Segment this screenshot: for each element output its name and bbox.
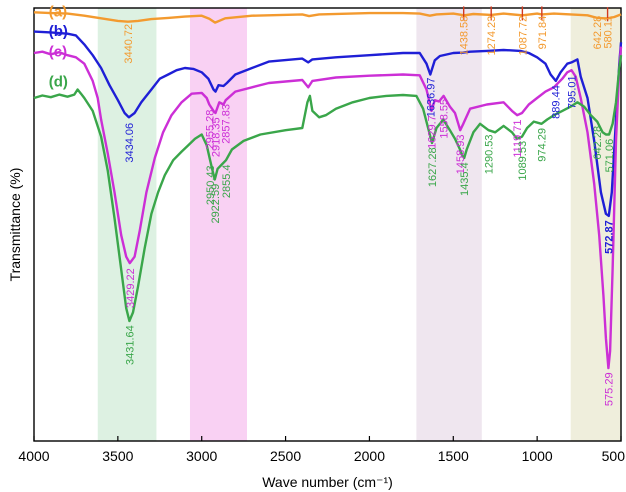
- peak-label: 3434.06: [124, 123, 136, 163]
- series-label: (b): [49, 23, 68, 40]
- peak-label: 1087.72: [517, 16, 529, 56]
- peak-label: 971.84: [537, 16, 549, 50]
- peak-annotations: 3440.72 1438.58 1274.23 1087.72 971.84 642.28…: [123, 16, 616, 406]
- series-label: (c): [49, 44, 67, 61]
- series-line-b: [33, 30, 623, 218]
- x-tick-label: 2500: [270, 448, 301, 464]
- peak-label: 2950.43: [205, 165, 217, 205]
- plot-frame: [33, 7, 622, 442]
- peak-label: 580.11: [603, 16, 615, 49]
- peak-label: 3440.72: [123, 24, 135, 64]
- peak-label: 889.44: [551, 85, 563, 119]
- y-axis-label: Transmittance (%): [7, 168, 23, 282]
- x-tick-label: 1500: [438, 448, 469, 464]
- highlight-bands: [97, 8, 621, 441]
- peak-label: 1558.55: [439, 99, 451, 139]
- peak-label: 795.01: [567, 75, 579, 109]
- band-2: [416, 8, 482, 441]
- band-1: [189, 8, 247, 441]
- x-tick-label: 500: [602, 448, 626, 464]
- series-label: (a): [49, 3, 67, 20]
- x-tick-label: 3500: [102, 448, 133, 464]
- peak-label: 1458.93: [455, 134, 467, 174]
- x-tick-label: 4000: [18, 448, 49, 464]
- series-lines: [33, 11, 623, 370]
- peak-label: 572.87: [604, 220, 616, 254]
- peak-label: 1089.53: [517, 141, 529, 181]
- peak-label: 1435.4: [459, 162, 471, 196]
- peak-label: 1627.28: [427, 147, 439, 187]
- peak-label: 974.29: [537, 128, 549, 162]
- series-line-c: [33, 46, 623, 370]
- peak-label: 571.06: [604, 139, 616, 173]
- peak-label: 1119.71: [512, 119, 524, 157]
- peak-label: 575.29: [603, 372, 615, 406]
- peak-label: 1636.97: [425, 77, 437, 117]
- peak-label: 2855.4: [221, 164, 233, 198]
- x-tick-label: 3000: [186, 448, 217, 464]
- series-labels: (a) (b) (c) (d): [49, 3, 68, 90]
- peak-label: 2918.35: [210, 117, 222, 157]
- peak-label: 2857.83: [221, 104, 233, 144]
- peak-label: 3431.64: [124, 325, 136, 365]
- peak-label: 1274.23: [486, 16, 498, 56]
- peak-label: 3429.22: [125, 268, 137, 308]
- peak-label: 1290.53: [484, 134, 496, 174]
- peak-label: 1629.7: [426, 115, 438, 149]
- peak-label: 1438.58: [459, 16, 471, 56]
- peak-label: 2955.28: [204, 110, 216, 150]
- series-label: (d): [49, 74, 68, 91]
- peak-label: 2922.59: [210, 184, 222, 224]
- x-axis-ticks: 4000 3500 3000 2500 2000 1500 1000 500: [18, 436, 625, 464]
- band-0: [97, 8, 157, 441]
- series-line-a: [33, 11, 622, 24]
- series-line-d: [33, 55, 623, 323]
- peak-markers: [462, 6, 609, 22]
- peak-label: 642.28: [592, 16, 604, 50]
- x-tick-label: 2000: [354, 448, 385, 464]
- x-tick-label: 1000: [522, 448, 553, 464]
- x-axis-label: Wave number (cm⁻¹): [262, 474, 393, 490]
- peak-label: 642.28: [592, 126, 604, 160]
